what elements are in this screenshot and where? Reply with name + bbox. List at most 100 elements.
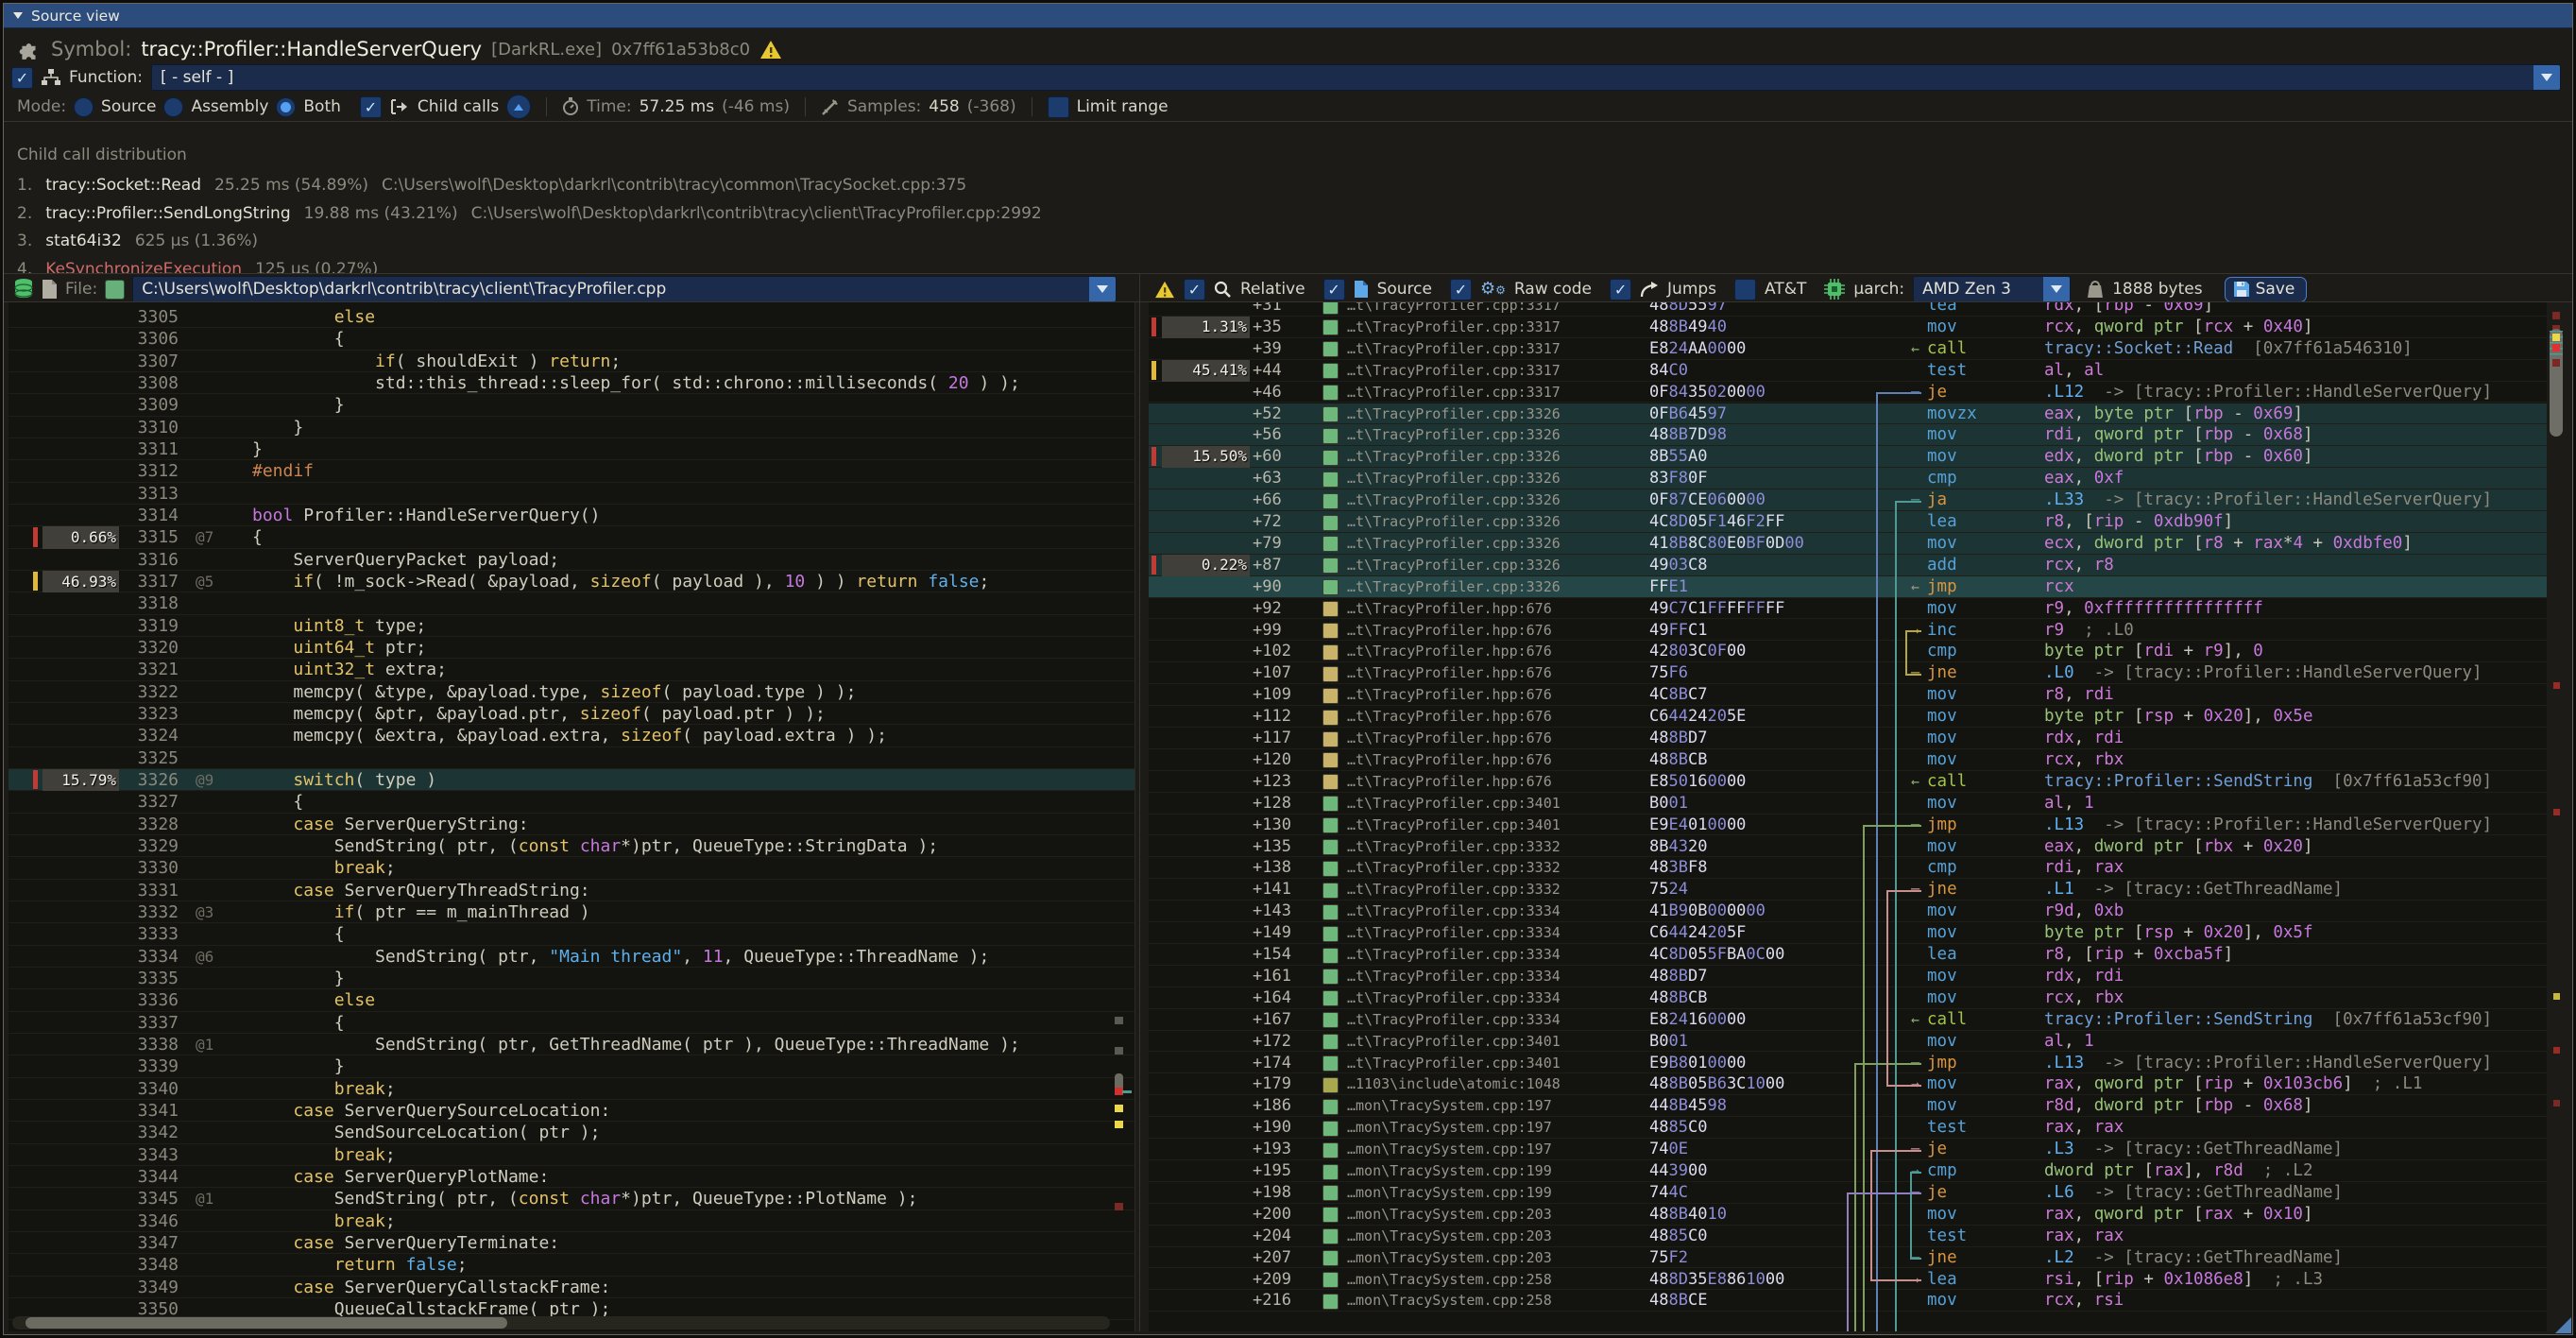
asm-row[interactable]: +56 …t\TracyProfiler.cpp:3326 488B7D98 mov r… xyxy=(1149,424,2547,447)
asm-row[interactable]: +172 …t\TracyProfiler.cpp:3401 B001 mov al, … xyxy=(1149,1031,2547,1053)
source-line[interactable]: 3331 case ServerQueryThreadString: xyxy=(9,880,1134,901)
asm-row[interactable]: +167 …t\TracyProfiler.cpp:3334 E824160000 ←… xyxy=(1149,1009,2547,1031)
source-line[interactable]: 3314 bool Profiler::HandleServerQuery() xyxy=(9,505,1134,527)
child-call-entry[interactable]: 4. KeSynchronizeExecution 125 µs (0.27%) xyxy=(17,258,378,275)
title-bar[interactable]: Source view xyxy=(4,4,2572,28)
collapse-icon[interactable] xyxy=(13,12,23,19)
function-checkbox[interactable]: ✓ xyxy=(11,66,33,89)
asm-row[interactable]: 1.31% +35 …t\TracyProfiler.cpp:3317 488B494… xyxy=(1149,316,2547,338)
source-line[interactable]: 3311} xyxy=(9,438,1134,461)
source-line[interactable]: 3323 memcpy( &ptr, &payload.ptr, sizeof(… xyxy=(9,703,1134,726)
source-line[interactable]: 0.66% 3315 @7 { xyxy=(9,526,1134,549)
assembly-scrollbar[interactable] xyxy=(2550,304,2564,1329)
uarch-combo[interactable]: AMD Zen 3 xyxy=(1913,276,2072,302)
asm-row[interactable]: +143 …t\TracyProfiler.cpp:3334 41B90B00000… xyxy=(1149,901,2547,923)
asm-row[interactable]: +31 …t\TracyProfiler.cpp:3317 488D5597 lea r… xyxy=(1149,302,2547,317)
asm-row[interactable]: +138 …t\TracyProfiler.cpp:3332 483BF8 cmp rd… xyxy=(1149,857,2547,880)
source-line[interactable]: 3348 return false; xyxy=(9,1254,1134,1277)
asm-row[interactable]: +107 …t\TracyProfiler.hpp:676 75F6 ─ jne .L0 … xyxy=(1149,662,2547,685)
source-line[interactable]: 3305 else xyxy=(9,306,1134,329)
radio-assembly[interactable] xyxy=(163,96,184,117)
source-line[interactable]: 3346 break; xyxy=(9,1210,1134,1232)
chevron-down-icon[interactable] xyxy=(1089,277,1117,301)
source-line[interactable]: 3335 } xyxy=(9,968,1134,990)
source-line[interactable]: 3322 memcpy( &type, &payload.type, sizeo… xyxy=(9,681,1134,703)
source-hscrollbar[interactable] xyxy=(12,1316,1110,1329)
source-line[interactable]: 3347 case ServerQueryTerminate: xyxy=(9,1232,1134,1255)
asm-row[interactable]: +66 …t\TracyProfiler.cpp:3326 0F87CE060000… xyxy=(1149,489,2547,511)
asm-row[interactable]: +90 …t\TracyProfiler.cpp:3326 FFE1 ← jmp rcx xyxy=(1149,575,2547,598)
source-line[interactable]: 3324 memcpy( &extra, &payload.extra, siz… xyxy=(9,725,1134,747)
asm-row[interactable]: 45.41% +44 …t\TracyProfiler.cpp:3317 84C0 te… xyxy=(1149,359,2547,382)
source-line[interactable]: 3316 ServerQueryPacket payload; xyxy=(9,549,1134,571)
asm-row[interactable]: +193 …mon\TracySystem.cpp:197 740E ─ je .L3 -… xyxy=(1149,1139,2547,1160)
asm-row[interactable]: +195 …mon\TracySystem.cpp:199 443900 → cmp dw… xyxy=(1149,1160,2547,1182)
asm-row[interactable]: +128 …t\TracyProfiler.cpp:3401 B001 mov al, … xyxy=(1149,793,2547,815)
asm-row[interactable]: +164 …t\TracyProfiler.cpp:3334 488BCB mov rc… xyxy=(1149,987,2547,1009)
asm-row[interactable]: +92 …t\TracyProfiler.hpp:676 49C7C1FFFFFFF… xyxy=(1149,598,2547,620)
asm-row[interactable]: +186 …mon\TracySystem.cpp:197 448B4598 mov r… xyxy=(1149,1095,2547,1118)
asm-row[interactable]: +72 …t\TracyProfiler.cpp:3326 4C8D05F146F2… xyxy=(1149,511,2547,533)
source-line[interactable]: 3330 break; xyxy=(9,857,1134,880)
source-line[interactable]: 3341 case ServerQuerySourceLocation: xyxy=(9,1100,1134,1123)
asm-row[interactable]: 15.50% +60 …t\TracyProfiler.cpp:3326 8B55A0… xyxy=(1149,446,2547,469)
source-line[interactable]: 3338 @1 SendString( ptr, GetThreadName( p… xyxy=(9,1034,1134,1056)
source-line[interactable]: 3309 } xyxy=(9,394,1134,417)
limit-range-checkbox[interactable]: ✓ xyxy=(1047,95,1069,118)
asm-row[interactable]: +130 …t\TracyProfiler.cpp:3401 E9E4010000 ─… xyxy=(1149,815,2547,836)
function-combo[interactable]: [ - self - ] xyxy=(151,64,2561,91)
asm-row[interactable]: +200 …mon\TracySystem.cpp:203 488B4010 mov r… xyxy=(1149,1204,2547,1226)
source-line[interactable]: 3319 uint8_t type; xyxy=(9,615,1134,637)
source-line[interactable]: 3336 else xyxy=(9,989,1134,1012)
source-line[interactable]: 3325 xyxy=(9,747,1134,769)
asm-row[interactable]: +174 …t\TracyProfiler.cpp:3401 E9B8010000 ─… xyxy=(1149,1053,2547,1074)
source-line[interactable]: 3308 std::this_thread::sleep_for( std::c… xyxy=(9,372,1134,395)
source-line[interactable]: 3340 break; xyxy=(9,1078,1134,1100)
asm-row[interactable]: +209 …mon\TracySystem.cpp:258 488D35E88610… xyxy=(1149,1269,2547,1291)
relative-checkbox[interactable]: ✓ xyxy=(1184,278,1205,300)
source-line[interactable]: 3312 #endif xyxy=(9,460,1134,483)
source-checkbox[interactable]: ✓ xyxy=(1322,278,1345,300)
child-call-entry[interactable]: 3. stat64i32 625 µs (1.36%) xyxy=(17,230,258,252)
source-line[interactable]: 3321 uint32_t extra; xyxy=(9,659,1134,681)
source-hscrollbar-thumb[interactable] xyxy=(26,1317,507,1329)
source-line[interactable]: 3306 { xyxy=(9,328,1134,351)
att-checkbox[interactable]: ✓ xyxy=(1734,278,1757,300)
radio-source[interactable] xyxy=(74,96,94,117)
source-line[interactable]: 3344 case ServerQueryPlotName: xyxy=(9,1166,1134,1189)
save-button[interactable]: Save xyxy=(2224,276,2308,302)
source-line[interactable]: 3337 { xyxy=(9,1012,1134,1034)
source-line[interactable]: 3329 SendString( ptr, (const char*)ptr, … xyxy=(9,835,1134,858)
asm-row[interactable]: +46 …t\TracyProfiler.cpp:3317 0F8435020000… xyxy=(1149,382,2547,403)
asm-row[interactable]: +52 …t\TracyProfiler.cpp:3326 0FB64597 movz… xyxy=(1149,403,2547,425)
asm-row[interactable]: 0.22% +87 …t\TracyProfiler.cpp:3326 4903C8 a… xyxy=(1149,554,2547,576)
source-scrollbar[interactable] xyxy=(1112,302,1132,1314)
radio-both[interactable] xyxy=(276,96,297,117)
source-line[interactable]: 46.93% 3317 @5 if( !m_sock->Read( &payload… xyxy=(9,570,1134,593)
asm-row[interactable]: +109 …t\TracyProfiler.hpp:676 4C8BC7 mov r8,… xyxy=(1149,684,2547,707)
source-line[interactable]: 3320 uint64_t ptr; xyxy=(9,637,1134,660)
resize-grip[interactable] xyxy=(2555,1317,2571,1333)
source-line[interactable]: 3333 { xyxy=(9,923,1134,946)
source-line[interactable]: 3349 case ServerQueryCallstackFrame: xyxy=(9,1277,1134,1298)
asm-row[interactable]: +39 …t\TracyProfiler.cpp:3317 E824AA0000 ← c… xyxy=(1149,338,2547,360)
source-line[interactable]: 3334 @6 SendString( ptr, "Main thread", 1… xyxy=(9,946,1134,968)
chevron-down-icon[interactable] xyxy=(2533,65,2560,90)
collapse-child-calls-button[interactable] xyxy=(506,94,532,119)
source-line[interactable]: 3310 } xyxy=(9,417,1134,438)
asm-row[interactable]: +112 …t\TracyProfiler.hpp:676 C64424205E mo… xyxy=(1149,706,2547,728)
asm-row[interactable]: +123 …t\TracyProfiler.hpp:676 E850160000 ← c… xyxy=(1149,771,2547,793)
asm-row[interactable]: +190 …mon\TracySystem.cpp:197 4885C0 test ra… xyxy=(1149,1117,2547,1140)
asm-row[interactable]: +102 …t\TracyProfiler.hpp:676 42803C0F00 cm… xyxy=(1149,641,2547,663)
source-line[interactable]: 3328 case ServerQueryString: xyxy=(9,814,1134,835)
asm-row[interactable]: +117 …t\TracyProfiler.hpp:676 488BD7 mov rdx… xyxy=(1149,728,2547,749)
source-line[interactable]: 3313 xyxy=(9,483,1134,505)
child-call-entry[interactable]: 2. tracy::Profiler::SendLongString 19.88 m… xyxy=(17,202,1042,225)
raw-code-checkbox[interactable]: ✓ xyxy=(1449,278,1472,300)
asm-row[interactable]: +63 …t\TracyProfiler.cpp:3326 83F80F cmp eax… xyxy=(1149,468,2547,490)
source-line[interactable]: 3339 } xyxy=(9,1055,1134,1078)
source-line[interactable]: 3343 break; xyxy=(9,1144,1134,1166)
asm-row[interactable]: +154 …t\TracyProfiler.cpp:3334 4C8D055FBA0… xyxy=(1149,944,2547,966)
asm-row[interactable]: +179 …1103\include\atomic:1048 488B05B63C1… xyxy=(1149,1073,2547,1096)
chevron-down-icon[interactable] xyxy=(2043,277,2071,301)
